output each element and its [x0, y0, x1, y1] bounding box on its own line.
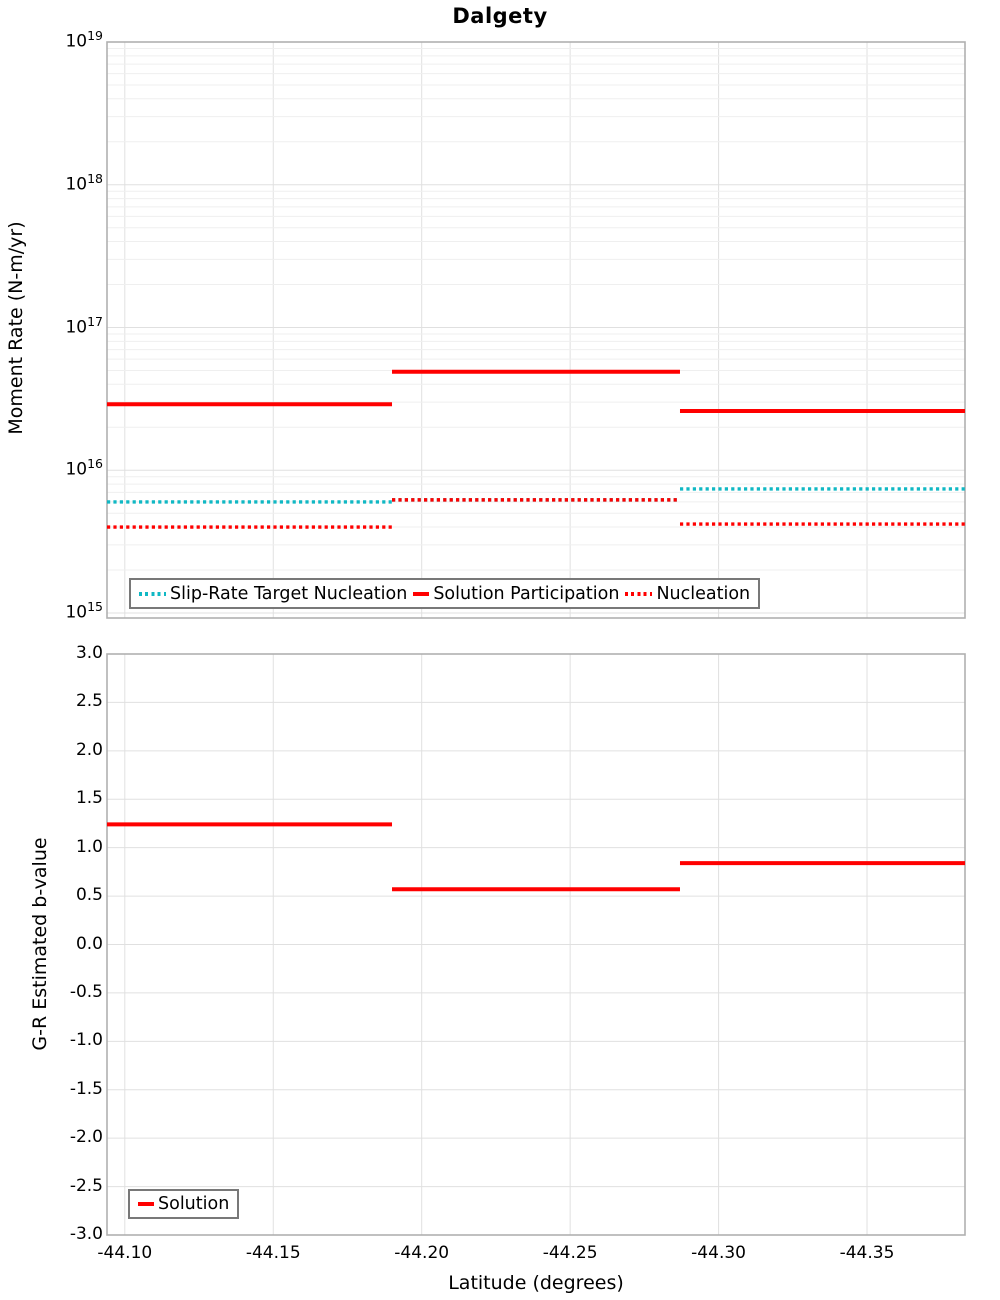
y-tick-label: 2.5 [75, 691, 103, 712]
legend-label: Nucleation [656, 583, 751, 604]
x-tick-label: -44.10 [97, 1243, 153, 1263]
y-tick-exponent: 17 [87, 313, 103, 329]
chart-title: Dalgety [452, 4, 548, 28]
legend-item-nucleation: Nucleation [625, 584, 750, 604]
b-value-legend: Solution [128, 1189, 240, 1219]
y-tick-label: 0.0 [75, 933, 103, 954]
red-solid-line-sample [138, 1202, 154, 1206]
red-dotted-line-sample [625, 591, 653, 596]
y-tick-label: 1019 [65, 28, 103, 52]
legend-item-slip-rate-target-nucleation: Slip-Rate Target Nucleation [139, 584, 407, 604]
plot-border [106, 41, 966, 619]
x-tick-label: -44.35 [839, 1243, 895, 1263]
y-tick-label: 1018 [65, 170, 103, 195]
y-tick-label: 2.0 [75, 739, 103, 760]
y-tick-label: -0.5 [69, 981, 103, 1002]
y-tick-exponent: 16 [87, 456, 103, 472]
y-tick-exponent: 19 [87, 28, 103, 43]
legend-item-solution: Solution [138, 1194, 229, 1214]
legend-label: Solution [158, 1194, 230, 1214]
y-tick-label: -2.5 [69, 1175, 103, 1196]
plot-border [106, 653, 966, 1236]
red-solid-line-sample [413, 591, 430, 596]
y-tick-label: 0.5 [75, 885, 103, 906]
cyan-dotted-line-sample [139, 591, 166, 596]
x-tick-label: -44.20 [394, 1243, 450, 1263]
y-tick-exponent: 18 [87, 170, 103, 186]
y-tick-label: 3.0 [75, 643, 103, 663]
x-tick-label: -44.25 [542, 1243, 598, 1263]
y-tick-label: -1.5 [69, 1078, 103, 1099]
y-tick-label: 1.5 [75, 788, 103, 809]
y-tick-label: 1016 [65, 456, 103, 480]
y-tick-label: -2.0 [69, 1127, 103, 1148]
y-tick-label: -3.0 [69, 1224, 103, 1244]
moment-rate-legend: Slip-Rate Target Nucleation Solution Par… [129, 578, 761, 609]
y-tick-label: -1.0 [69, 1030, 103, 1051]
legend-label: Solution Participation [433, 583, 620, 604]
y-tick-exponent: 15 [87, 599, 103, 614]
x-tick-label: -44.30 [691, 1243, 746, 1263]
latitude-axis-label: Latitude (degrees) [448, 1272, 624, 1294]
y-tick-label: 1015 [65, 599, 103, 623]
x-tick-label: -44.15 [245, 1243, 301, 1263]
legend-label: Slip-Rate Target Nucleation [170, 583, 408, 604]
y-tick-label: 1.0 [75, 836, 103, 857]
legend-item-solution-participation: Solution Participation [413, 584, 619, 604]
y-tick-label: 1017 [65, 313, 103, 338]
